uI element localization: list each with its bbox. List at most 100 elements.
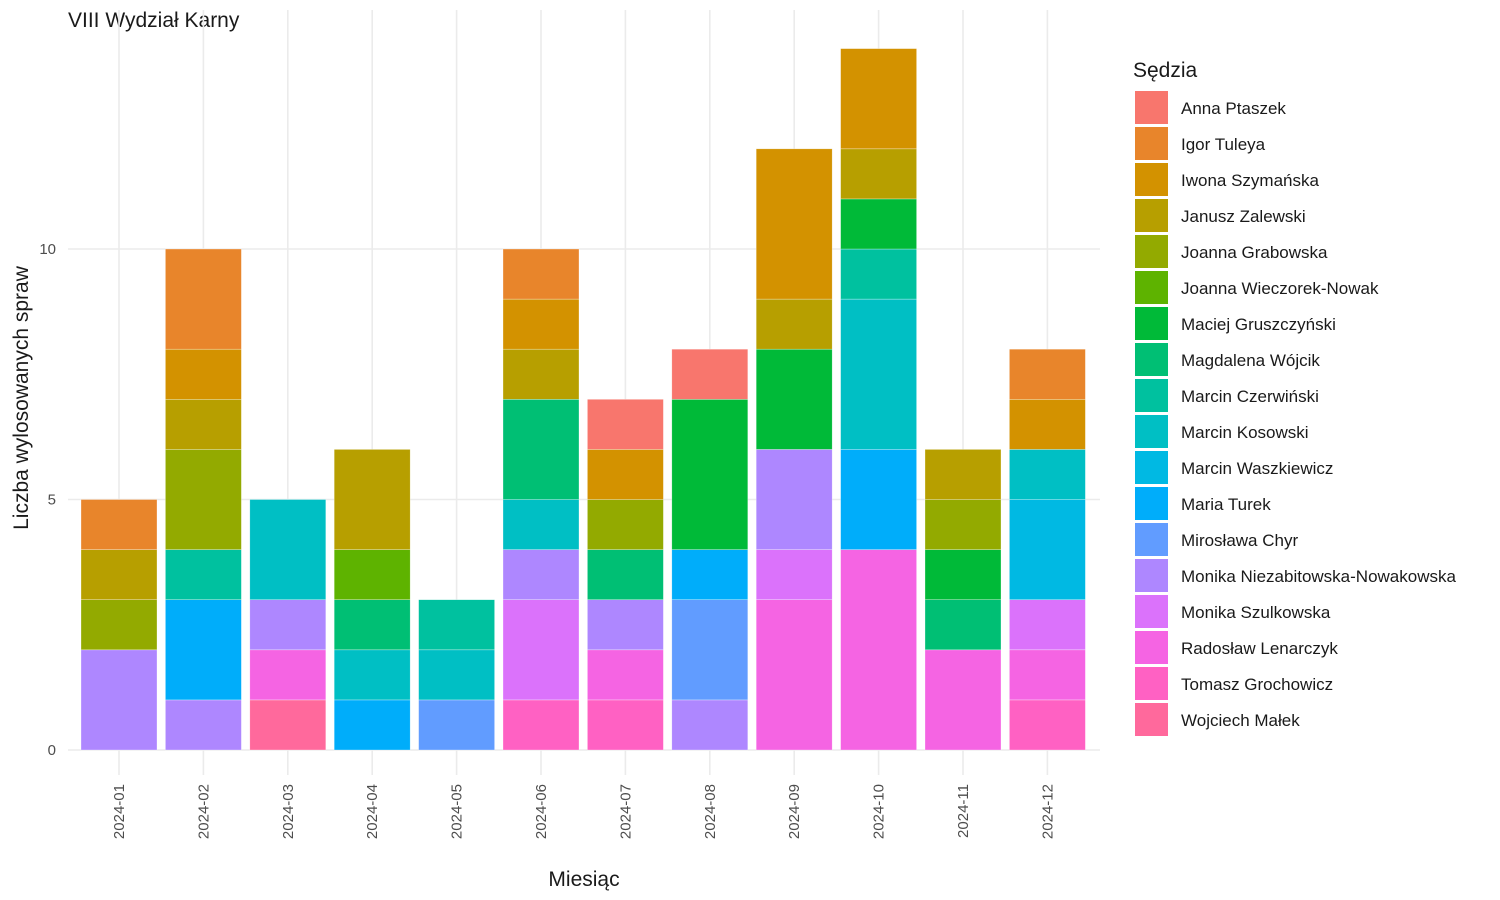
- bar-segment: [755, 148, 833, 300]
- bar-segment: [418, 599, 495, 651]
- bar-segment: [249, 649, 327, 701]
- chart-title: VIII Wydział Karny: [68, 9, 240, 32]
- legend-swatch: [1135, 163, 1168, 196]
- bar-segment: [1009, 649, 1086, 701]
- bar-segment: [502, 599, 580, 701]
- x-tick-label: 2024-09: [786, 784, 803, 839]
- legend-swatch: [1135, 127, 1168, 160]
- bar-segment: [840, 248, 917, 300]
- bar-segment: [840, 298, 917, 450]
- bar-segment: [1009, 348, 1086, 400]
- bar-segment: [587, 449, 664, 500]
- bar-segment: [587, 599, 664, 651]
- legend-label: Radosław Lenarczyk: [1181, 639, 1338, 658]
- bar-segment: [333, 449, 411, 550]
- bar-segment: [924, 599, 1002, 651]
- x-tick-label: 2024-11: [955, 784, 972, 838]
- legend: Sędzia Anna Ptaszek Igor Tuleya Iwona Szym…: [1133, 59, 1456, 736]
- legend-label: Wojciech Małek: [1181, 711, 1300, 730]
- legend-label: Magdalena Wójcik: [1181, 351, 1320, 370]
- x-tick-label: 2024-10: [871, 784, 888, 839]
- x-tick-label: 2024-07: [617, 784, 634, 839]
- legend-swatch: [1135, 667, 1168, 700]
- legend-label: Joanna Grabowska: [1181, 243, 1328, 262]
- legend-swatch: [1135, 91, 1168, 124]
- bar-segment: [80, 549, 158, 600]
- bar-segment: [333, 649, 411, 701]
- legend-swatch: [1135, 451, 1168, 484]
- bar-segment: [333, 599, 411, 651]
- bar-segment: [755, 348, 833, 450]
- legend-label: Mirosława Chyr: [1181, 531, 1298, 550]
- legend-swatch: [1135, 487, 1168, 520]
- bar-segment: [587, 549, 664, 600]
- bar-segment: [165, 549, 242, 600]
- bar-segment: [249, 699, 327, 751]
- bar-segment: [671, 348, 749, 400]
- legend-label: Janusz Zalewski: [1181, 207, 1306, 226]
- x-tick-label: 2024-01: [111, 784, 128, 839]
- bar-segment: [80, 599, 158, 651]
- legend-swatch: [1135, 523, 1168, 556]
- bar-segment: [333, 549, 411, 600]
- x-tick-label: 2024-05: [449, 784, 466, 839]
- bar-segment: [165, 699, 242, 751]
- legend-title: Sędzia: [1133, 59, 1198, 82]
- x-tick-label: 2024-04: [364, 784, 381, 839]
- legend-swatch: [1135, 235, 1168, 268]
- bar-segment: [1009, 398, 1086, 450]
- legend-swatch: [1135, 343, 1168, 376]
- bar-segment: [165, 248, 242, 350]
- legend-swatch: [1135, 703, 1168, 736]
- legend-label: Tomasz Grochowicz: [1181, 675, 1333, 694]
- y-axis: 0 5 10: [39, 241, 56, 759]
- bar-segment: [249, 499, 327, 600]
- y-axis-title: Liczba wylosowanych spraw: [10, 265, 33, 530]
- bar-segment: [333, 699, 411, 751]
- legend-label: Monika Szulkowska: [1181, 603, 1331, 622]
- bar-segment: [80, 649, 158, 751]
- y-tick-label: 10: [39, 241, 56, 258]
- x-axis: 2024-01 2024-02 2024-03 2024-04 2024-05 2024-…: [111, 784, 1056, 839]
- bar-segment: [165, 348, 242, 400]
- bar-segment: [924, 449, 1002, 500]
- bar-segment: [587, 649, 664, 701]
- bar-segment: [249, 599, 327, 651]
- bar-segment: [502, 348, 580, 400]
- bar-segment: [755, 549, 833, 600]
- bar-segment: [587, 699, 664, 751]
- bar-segment: [1009, 449, 1086, 500]
- bar-segment: [671, 398, 749, 550]
- bar-segment: [502, 298, 580, 350]
- legend-label: Maciej Gruszczyński: [1181, 315, 1336, 334]
- bar-segment: [924, 499, 1002, 550]
- bar-segment: [587, 398, 664, 450]
- bar-segment: [671, 549, 749, 600]
- legend-swatch: [1135, 307, 1168, 340]
- bar-segment: [924, 549, 1002, 600]
- x-tick-label: 2024-12: [1039, 784, 1056, 839]
- x-tick-label: 2024-03: [280, 784, 297, 839]
- bar-segment: [165, 449, 242, 550]
- bar-segment: [1009, 499, 1086, 600]
- legend-label: Maria Turek: [1181, 495, 1271, 514]
- x-tick-label: 2024-02: [195, 784, 212, 839]
- bar-segment: [671, 599, 749, 701]
- bar-segment: [418, 699, 495, 751]
- bars: [80, 48, 1086, 751]
- legend-swatch: [1135, 415, 1168, 448]
- bar-segment: [840, 449, 917, 550]
- bar-segment: [165, 398, 242, 450]
- bar-segment: [165, 599, 242, 701]
- bar-segment: [502, 398, 580, 500]
- x-axis-title: Miesiąc: [548, 868, 619, 891]
- bar-segment: [587, 499, 664, 550]
- legend-swatch: [1135, 199, 1168, 232]
- legend-swatch: [1135, 631, 1168, 664]
- bar-segment: [755, 599, 833, 751]
- legend-swatch: [1135, 595, 1168, 628]
- bar-segment: [1009, 599, 1086, 651]
- bar-segment: [840, 198, 917, 250]
- y-tick-label: 5: [48, 492, 56, 509]
